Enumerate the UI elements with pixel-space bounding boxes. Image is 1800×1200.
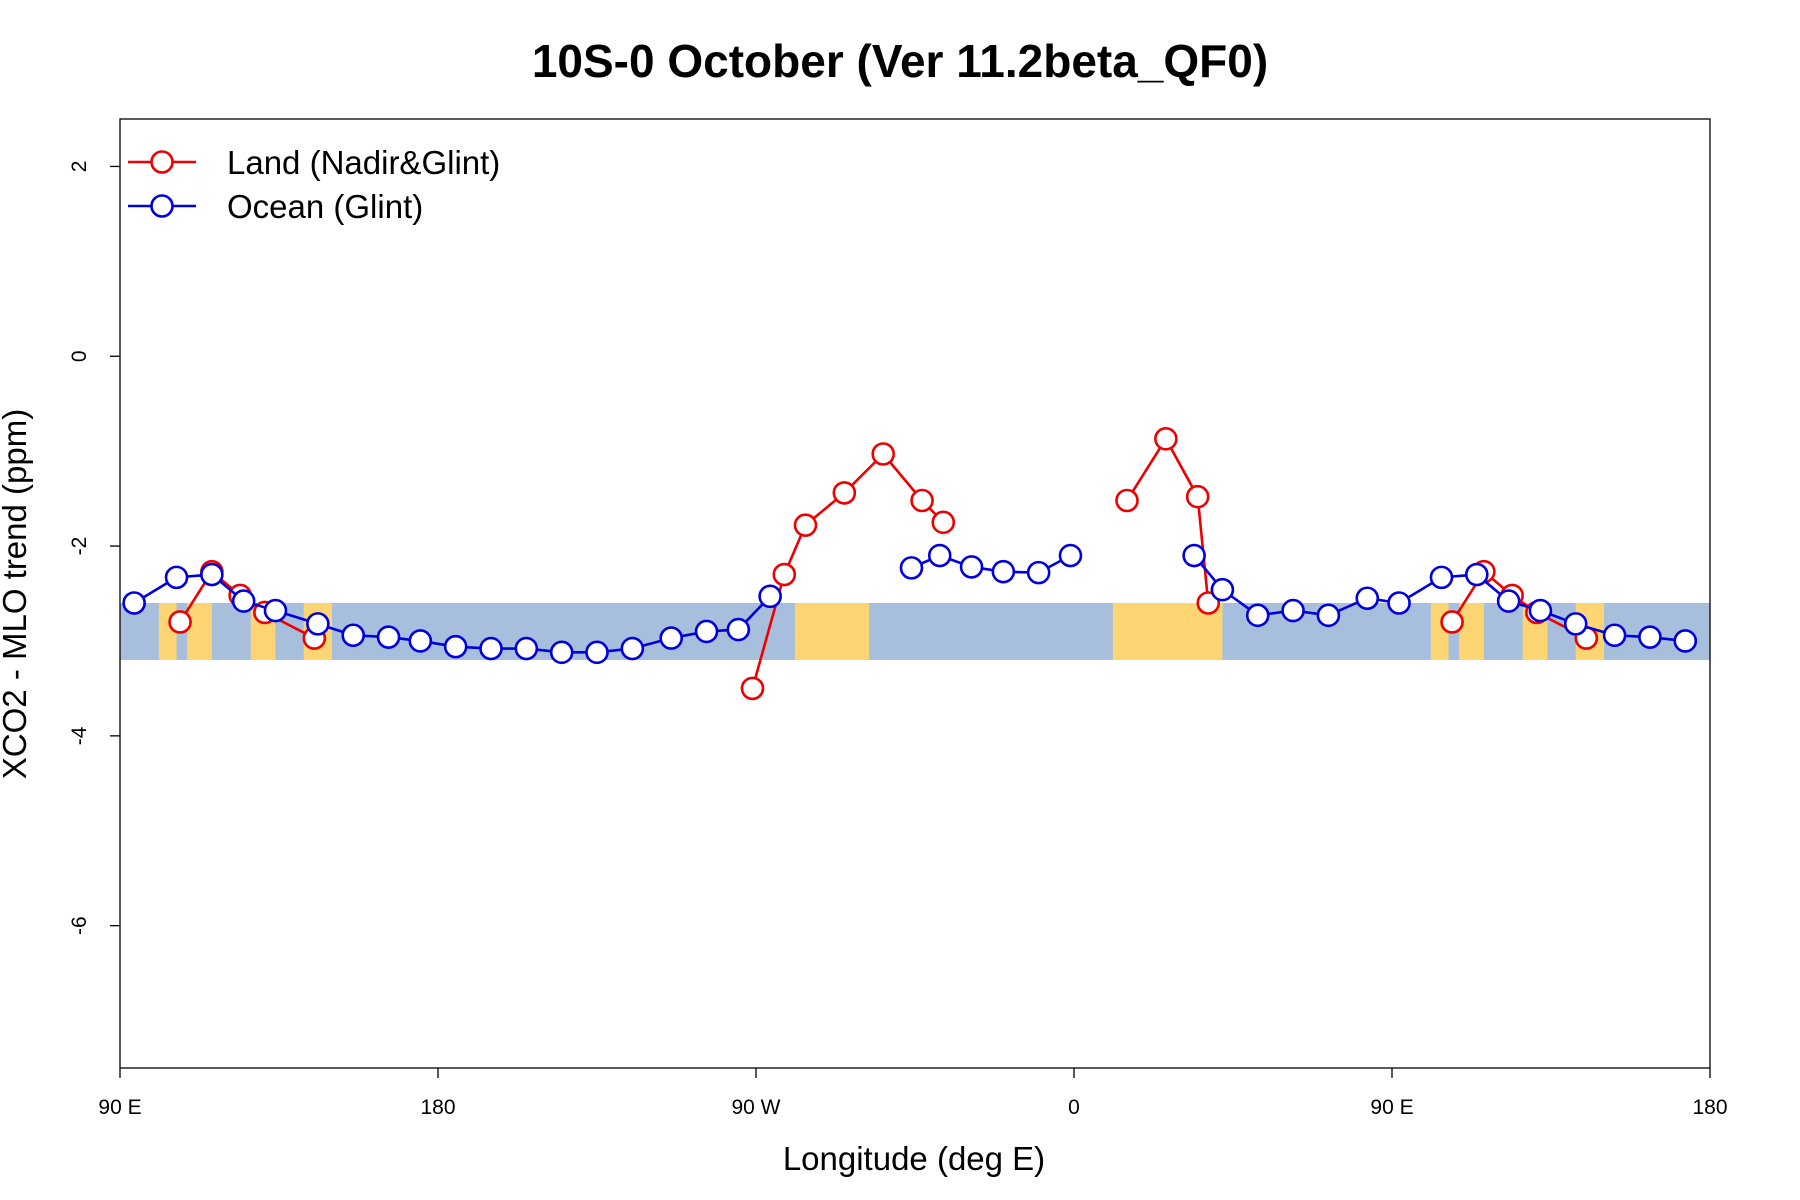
- data-point: [443, 634, 468, 659]
- data-point: [514, 636, 539, 661]
- x-axis-label: Longitude (deg E): [783, 1140, 1045, 1177]
- x-axis: 90 E 180 90 W 0 90 E 180: [98, 1068, 1728, 1119]
- data-point: [263, 598, 288, 623]
- x-tick-label: 0: [1068, 1096, 1080, 1119]
- data-point: [376, 625, 401, 649]
- y-tick-label: -4: [68, 726, 91, 745]
- chart-title: 10S-0 October (Ver 11.2beta_QF0): [532, 35, 1268, 87]
- data-point: [341, 623, 366, 648]
- data-point: [1602, 623, 1627, 648]
- legend-marker: [150, 150, 174, 174]
- data-point: [1281, 598, 1305, 623]
- legend: Land (Nadir&Glint) Ocean (Glint): [128, 144, 500, 225]
- legend-label: Ocean (Glint): [227, 188, 423, 225]
- data-point: [758, 584, 782, 609]
- data-point: [585, 640, 609, 665]
- data-point: [1638, 625, 1662, 649]
- data-point: [1196, 591, 1221, 615]
- data-point: [927, 543, 952, 568]
- x-tick-label: 90 W: [731, 1096, 780, 1119]
- y-axis-label: XCO2 - MLO trend (ppm): [0, 409, 33, 779]
- data-point: [549, 640, 574, 665]
- data-point: [1673, 629, 1698, 653]
- y-tick-label: 0: [68, 350, 91, 362]
- data-point: [1496, 589, 1521, 613]
- data-point: [1210, 577, 1235, 602]
- data-point: [871, 442, 896, 466]
- data-point: [1154, 427, 1178, 451]
- data-point: [408, 629, 433, 653]
- data-point: [694, 619, 719, 644]
- data-point: [164, 565, 189, 590]
- data-point: [931, 510, 956, 535]
- data-point: [200, 562, 224, 587]
- legend-marker: [150, 194, 174, 218]
- data-point: [231, 589, 256, 613]
- data-point: [1182, 543, 1206, 568]
- data-point: [1563, 612, 1588, 636]
- data-point: [959, 555, 984, 579]
- legend-label: Land (Nadir&Glint): [227, 144, 500, 181]
- y-axis: 2 0 -2 -4 -6: [68, 161, 120, 935]
- data-point: [1245, 603, 1270, 628]
- y-tick-label: -6: [68, 916, 91, 935]
- data-point: [620, 636, 645, 661]
- data-point: [772, 562, 797, 587]
- y-tick-label: -2: [68, 537, 91, 556]
- series-line: [1125, 436, 1210, 604]
- data-point: [1528, 598, 1553, 623]
- x-tick-label: 90 E: [98, 1096, 141, 1119]
- data-point: [1440, 610, 1464, 634]
- data-point: [1429, 565, 1454, 590]
- land-mass: [1459, 602, 1484, 660]
- data-point: [1465, 562, 1489, 587]
- data-point: [168, 610, 192, 634]
- data-point: [1026, 560, 1051, 585]
- data-point: [1355, 586, 1380, 611]
- data-point: [910, 488, 934, 513]
- land-mass: [794, 602, 870, 660]
- land-mass: [187, 602, 212, 660]
- x-tick-label: 90 E: [1370, 1096, 1413, 1119]
- series-ocean: [122, 543, 1698, 665]
- data-point: [659, 626, 684, 650]
- x-tick-label: 180: [420, 1096, 455, 1119]
- data-point: [479, 636, 503, 661]
- data-point: [1387, 591, 1411, 615]
- x-tick-label: 180: [1692, 1096, 1727, 1119]
- y-tick-label: 2: [68, 161, 91, 173]
- data-point: [1058, 543, 1083, 568]
- plot-frame: [119, 118, 1711, 1069]
- data-point: [740, 676, 765, 701]
- data-point: [793, 513, 818, 537]
- data-point: [306, 612, 330, 636]
- data-point: [991, 559, 1016, 584]
- data-point: [122, 591, 146, 615]
- data-point: [832, 481, 857, 505]
- data-point: [1185, 484, 1210, 509]
- data-point: [726, 617, 751, 642]
- data-point: [1316, 603, 1341, 628]
- data-point: [899, 556, 924, 580]
- series-layer: [122, 427, 1698, 701]
- data-point: [1115, 488, 1139, 513]
